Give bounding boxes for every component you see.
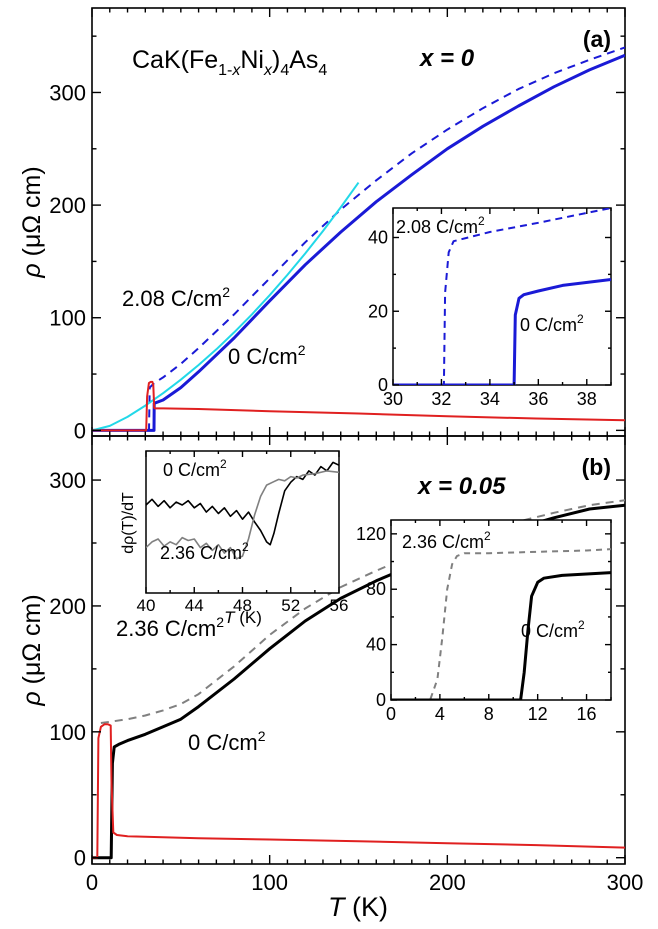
panel-b-ytick-labels: 0 100 200 300: [49, 468, 86, 871]
panel-b-inset-derivative: 40 44 48 52 56 0 C/cm2 2.36 C/cm2 dρ(T)/dT T…: [120, 450, 349, 627]
inset-b1-series-1: [146, 470, 339, 560]
panel-b-ytick-label: 300: [49, 468, 86, 493]
x-tick-label: 100: [251, 870, 288, 895]
inset-b1-ticks: [145, 451, 340, 593]
inset-a-label-0: 0 C/cm2: [520, 312, 584, 335]
panel-a-series-1: [92, 46, 625, 432]
inset-b2-ytick-label: 120: [356, 524, 386, 544]
inset-b2-label-2.36: 2.36 C/cm2: [402, 529, 491, 552]
x-axis-label: T (K): [328, 892, 388, 922]
inset-b1-xtick-label: 44: [185, 596, 204, 615]
inset-b2-series-0: [409, 548, 611, 700]
panel-a-ytick-label: 300: [49, 80, 86, 105]
inset-b1-label-0: 0 C/cm2: [163, 457, 227, 480]
inset-b1-xlabel: T (K): [224, 608, 262, 627]
inset-a-ticks: [392, 208, 612, 386]
inset-a-xtick-label: 30: [383, 389, 403, 409]
panel-a-ytick-label: 100: [49, 306, 86, 331]
panel-b-ytick-label: 100: [49, 720, 86, 745]
inset-b2-ytick-label: 40: [366, 635, 386, 655]
inset-b2-tick-labels: 0 4 8 12 16 0 40 80 120: [356, 524, 597, 724]
inset-a-xtick-label: 34: [480, 389, 500, 409]
inset-b2-ticks: [390, 520, 612, 701]
panel-a-series: [92, 46, 625, 432]
inset-b2-series-1: [391, 571, 611, 700]
inset-a-ytick-label: 20: [368, 301, 388, 321]
inset-a-tick-labels: 30 32 34 36 38 0 20 40: [368, 228, 597, 410]
panel-a-series-2: [92, 182, 360, 432]
panel-b-series-2: [92, 723, 625, 859]
panel-a-label-2.08: 2.08 C/cm2: [122, 284, 230, 311]
inset-b2-xtick-label: 12: [528, 704, 548, 724]
panel-b-series-1: [100, 499, 625, 724]
panel-a-label-0: 0 C/cm2: [228, 342, 306, 369]
panel-a-series-3: [92, 380, 625, 432]
panel-b-label: (b): [582, 454, 611, 480]
panel-b-ylabel: ρ (μΩ cm): [18, 594, 46, 706]
inset-a-frame: [392, 207, 612, 386]
inset-b1-xtick-label: 56: [330, 596, 349, 615]
inset-b2-xtick-label: 4: [435, 704, 445, 724]
x-tick-label: 200: [429, 870, 466, 895]
inset-a-ytick-label: 40: [368, 228, 388, 248]
panel-a-ytick-labels: 0 100 200 300: [49, 80, 86, 443]
inset-b1-xtick-label: 52: [281, 596, 300, 615]
panel-b: 0 100 200 300 0 100 200 300 (b) x = 0.05 2.36 …: [49, 435, 643, 895]
inset-b1-tick-labels: 40 44 48 52 56: [137, 596, 349, 615]
inset-a-xtick-label: 38: [577, 389, 597, 409]
panel-a-series-0: [92, 53, 625, 432]
inset-a-series-0: [393, 208, 611, 385]
panel-b-label-2.36: 2.36 C/cm2: [116, 614, 224, 641]
inset-a-ytick-label: 0: [378, 375, 388, 395]
inset-b1-xtick-label: 40: [137, 596, 156, 615]
panel-b-ticks: [91, 436, 626, 864]
inset-b2-xtick-label: 16: [577, 704, 597, 724]
inset-a-series-1: [393, 278, 611, 385]
inset-b2-label-0: 0 C/cm2: [521, 618, 585, 641]
x-tick-label: 300: [607, 870, 644, 895]
x-tick-labels: 0 100 200 300: [86, 870, 643, 895]
panel-b-ytick-label: 0: [74, 846, 86, 871]
panel-b-ytick-label: 200: [49, 594, 86, 619]
panel-a-composition: x = 0: [418, 45, 475, 72]
panel-a-inset: 30 32 34 36 38 0 20 40 2.08 C/cm2 0 C/cm2: [368, 207, 612, 410]
panel-b-inset-step: 0 4 8 12 16 0 40 80 120 2.36 C/cm2 0 C/cm2: [356, 519, 612, 724]
panel-b-composition: x = 0.05: [416, 473, 506, 500]
panel-a-ylabel: ρ (μΩ cm): [18, 166, 46, 278]
inset-b2-xtick-label: 0: [386, 704, 396, 724]
inset-b1-series: [146, 461, 339, 560]
panel-a-ytick-label: 200: [49, 193, 86, 218]
panel-a-label: (a): [583, 26, 611, 52]
inset-a-xtick-label: 36: [528, 389, 548, 409]
panel-a-ticks: [91, 8, 626, 436]
inset-b2-ytick-label: 80: [366, 579, 386, 599]
panel-b-label-0: 0 C/cm2: [188, 728, 266, 755]
inset-b1-ylabel: dρ(T)/dT: [120, 492, 137, 554]
inset-b2-xtick-label: 8: [484, 704, 494, 724]
inset-b2-series: [391, 548, 611, 700]
inset-a-label-2.08: 2.08 C/cm2: [396, 214, 485, 237]
inset-a-series: [393, 208, 611, 385]
inset-b1-xtick-label: 48: [233, 596, 252, 615]
inset-b2-ytick-label: 0: [376, 690, 386, 710]
x-tick-label: 0: [86, 870, 98, 895]
panel-a-formula: CaK(Fe1-xNix)4As4: [132, 46, 327, 79]
panel-a-ytick-label: 0: [74, 418, 86, 443]
inset-b1-label-2.36: 2.36 C/cm2: [160, 540, 249, 563]
inset-a-xtick-label: 32: [431, 389, 451, 409]
